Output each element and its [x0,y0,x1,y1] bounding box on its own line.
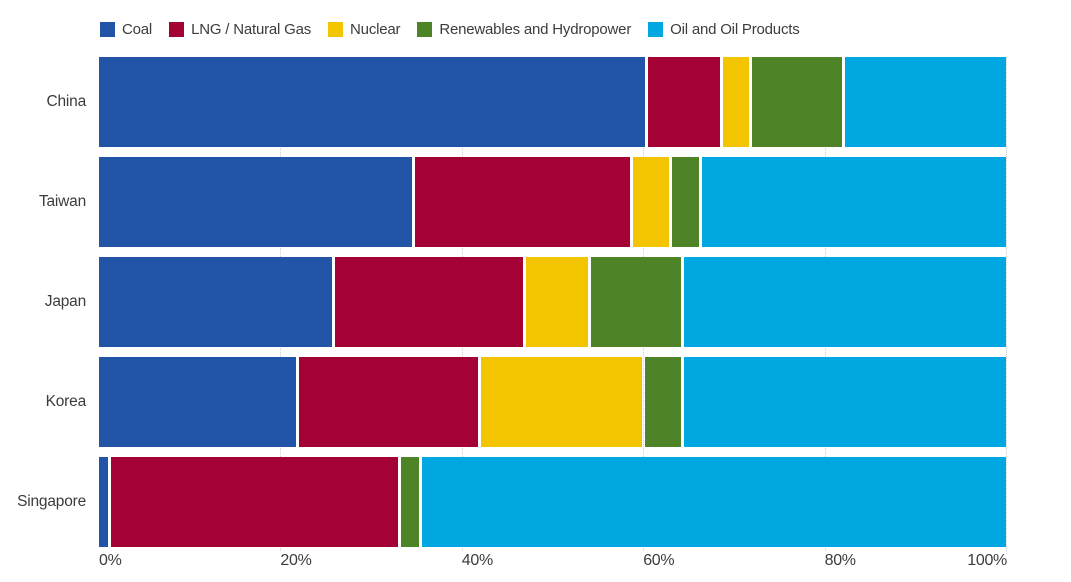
bar-segment-japan-coal [99,257,332,347]
category-label-singapore: Singapore [17,493,86,510]
bar-row-korea [99,357,1006,447]
bar-row-japan [99,257,1007,347]
bar-row-taiwan [99,157,1006,247]
x-axis-tick-0: 0% [99,552,122,569]
legend-label: Coal [122,21,153,38]
category-label-china: China [46,93,87,110]
legend-label: Oil and Oil Products [670,21,800,38]
legend-swatch-lng-natural-gas [169,22,185,37]
bar-segment-korea-coal [99,357,296,447]
x-axis-tick-80: 80% [824,552,856,569]
x-axis-tick-40: 40% [461,552,493,569]
bar-segment-japan-renewables-and-hydropower [591,257,681,347]
bar-segment-korea-lng-natural-gas [298,357,478,447]
bar-segment-china-renewables-and-hydropower [752,57,842,147]
bar-segment-china-coal [99,57,645,147]
bar-segment-japan-oil-and-oil-products [683,257,1007,347]
bar-row-china [99,57,1006,147]
legend-item-nuclear: Nuclear [328,21,401,38]
bar-segment-korea-oil-and-oil-products [683,357,1006,447]
bar-segment-singapore-renewables-and-hydropower [401,457,420,547]
legend: Coal LNG / Natural Gas Nuclear Renewables a… [100,21,800,38]
bar-segment-korea-nuclear [480,357,642,447]
x-axis: 0% 20% 40% 60% 80% 100% [0,552,1071,574]
legend-item-renewables-and-hydropower: Renewables and Hydropower [417,21,631,38]
legend-label: LNG / Natural Gas [191,21,312,38]
bar-segment-singapore-coal [99,457,108,547]
bar-segment-taiwan-nuclear [633,157,669,247]
bar-segment-china-lng-natural-gas [647,57,720,147]
plot-area [99,57,1007,551]
category-label-japan: Japan [44,293,86,310]
bar-segment-taiwan-coal [99,157,413,247]
plot-rows [99,57,1007,547]
x-axis-tick-60: 60% [643,552,675,569]
legend-item-coal: Coal [100,21,152,38]
bar-segment-singapore-oil-and-oil-products [422,457,1006,547]
gridline-100 [1006,57,1007,551]
legend-swatch-oil-and-oil-products [648,22,664,37]
bar-segment-japan-lng-natural-gas [334,257,523,347]
legend-swatch-renewables-and-hydropower [417,22,433,37]
legend-swatch-nuclear [328,22,344,37]
x-axis-tick-20: 20% [280,552,312,569]
x-axis-tick-100: 100% [967,552,1007,569]
bar-row-singapore [99,457,1006,547]
category-label-taiwan: Taiwan [38,193,86,210]
bar-segment-china-oil-and-oil-products [844,57,1006,147]
bar-segment-japan-nuclear [525,257,589,347]
category-labels: China Taiwan Japan Korea Singapore [0,57,86,547]
legend-item-lng-natural-gas: LNG / Natural Gas [169,21,311,38]
legend-label: Renewables and Hydropower [439,21,632,38]
bar-segment-china-nuclear [722,57,750,147]
legend-item-oil-and-oil-products: Oil and Oil Products [648,21,800,38]
bar-segment-taiwan-lng-natural-gas [415,157,631,247]
category-label-korea: Korea [45,393,87,410]
bar-segment-taiwan-renewables-and-hydropower [671,157,699,247]
bar-segment-taiwan-oil-and-oil-products [701,157,1006,247]
bar-segment-korea-renewables-and-hydropower [645,357,681,447]
legend-swatch-coal [100,22,115,37]
legend-label: Nuclear [350,21,401,38]
bar-segment-singapore-lng-natural-gas [110,457,399,547]
